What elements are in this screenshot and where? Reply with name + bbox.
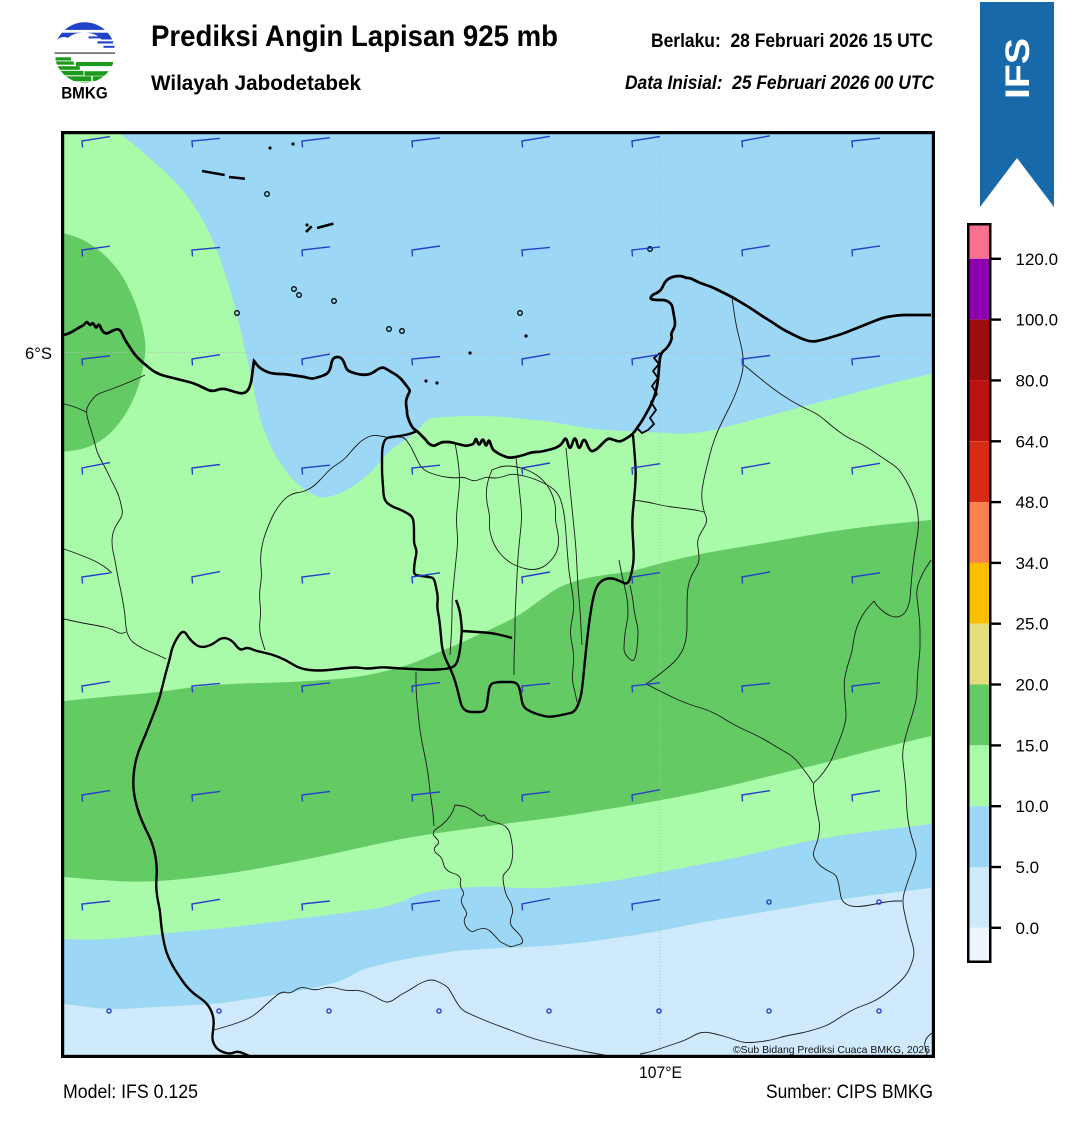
svg-text:34.0: 34.0	[1016, 554, 1049, 573]
svg-text:Sumber: CIPS BMKG: Sumber: CIPS BMKG	[766, 1082, 933, 1103]
svg-text:25.0: 25.0	[1016, 615, 1049, 634]
svg-text:Berlaku: 28 Februari 2026 15: Berlaku: 28 Februari 2026 15 UTC	[651, 30, 933, 52]
svg-text:48.0: 48.0	[1016, 493, 1049, 512]
svg-text:Model: IFS 0.125: Model: IFS 0.125	[63, 1082, 198, 1103]
svg-text:©Sub Bidang Prediksi Cuaca BMK: ©Sub Bidang Prediksi Cuaca BMKG, 2026	[733, 1044, 930, 1056]
svg-text:Wilayah Jabodetabek: Wilayah Jabodetabek	[151, 72, 361, 95]
svg-text:10.0: 10.0	[1016, 797, 1049, 816]
svg-text:120.0: 120.0	[1016, 250, 1059, 269]
svg-text:80.0: 80.0	[1016, 371, 1049, 390]
svg-text:100.0: 100.0	[1016, 311, 1059, 330]
svg-text:IFS: IFS	[999, 38, 1037, 99]
svg-text:107°E: 107°E	[639, 1063, 682, 1082]
svg-text:Data Inisial: 25 Februari 202: Data Inisial: 25 Februari 2026 00 UTC	[625, 72, 935, 94]
svg-text:5.0: 5.0	[1016, 858, 1040, 877]
svg-text:Prediksi Angin Lapisan 925 mb: Prediksi Angin Lapisan 925 mb	[151, 20, 558, 53]
svg-text:64.0: 64.0	[1016, 432, 1049, 451]
svg-text:BMKG: BMKG	[61, 84, 107, 102]
svg-text:6°S: 6°S	[25, 344, 52, 363]
svg-text:20.0: 20.0	[1016, 676, 1049, 695]
svg-text:0.0: 0.0	[1016, 919, 1040, 938]
svg-text:15.0: 15.0	[1016, 736, 1049, 755]
